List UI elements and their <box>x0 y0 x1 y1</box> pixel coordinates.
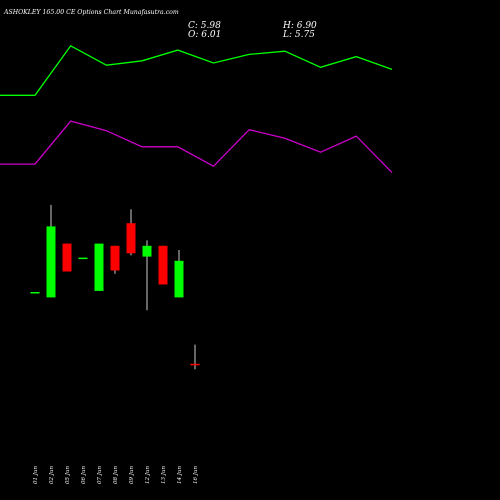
x-tick-label: 16 Jun <box>193 466 199 484</box>
candle <box>158 245 168 285</box>
x-tick-label: 05 Jun <box>65 466 71 484</box>
x-tick-label: 07 Jun <box>97 466 103 484</box>
candle <box>30 292 40 294</box>
candle-body-up <box>46 226 56 298</box>
candle <box>78 257 88 260</box>
upper-band-line <box>0 44 393 96</box>
candle-body-up <box>94 243 104 291</box>
high-value-label: H: 6.90 <box>282 21 317 31</box>
candle <box>94 243 104 291</box>
candle-body-up <box>78 257 88 260</box>
chart-title: ASHOKLEY 165.00 CE Options Chart Munafas… <box>3 9 179 16</box>
x-tick-label: 06 Jun <box>81 466 87 484</box>
x-tick-label: 02 Jun <box>49 466 55 484</box>
candle-body-down <box>126 223 136 254</box>
candle-body-down <box>110 245 120 271</box>
candle-body-down <box>62 243 72 272</box>
candle <box>62 243 72 272</box>
candle <box>126 209 136 256</box>
indicator-lines <box>0 44 393 174</box>
candle <box>46 204 56 298</box>
candle <box>174 250 184 298</box>
candle-body-down <box>158 245 168 285</box>
x-tick-label: 13 Jun <box>161 466 167 484</box>
x-tick-label: 09 Jun <box>129 466 135 484</box>
open-value-label: O: 6.01 <box>188 30 221 40</box>
candle <box>142 240 152 311</box>
candle <box>110 245 120 274</box>
x-tick-label: 12 Jun <box>145 466 151 484</box>
close-value-label: C: 5.98 <box>188 21 221 31</box>
candle-body-up <box>174 260 184 298</box>
x-tick-label: 14 Jun <box>177 466 183 484</box>
x-axis-tick-labels: 01 Jun 02 Jun 05 Jun 06 Jun 07 Jun 08 Jun 09 J… <box>33 466 199 484</box>
x-tick-label: 08 Jun <box>113 466 119 484</box>
lower-band-line <box>0 120 393 174</box>
candlesticks <box>30 204 200 370</box>
candle <box>190 344 200 370</box>
candle-body-up <box>142 245 152 257</box>
low-value-label: L: 5.75 <box>282 30 315 40</box>
candle-body-down <box>190 363 200 366</box>
candle-body-up <box>30 292 40 294</box>
x-tick-label: 01 Jun <box>33 466 39 484</box>
